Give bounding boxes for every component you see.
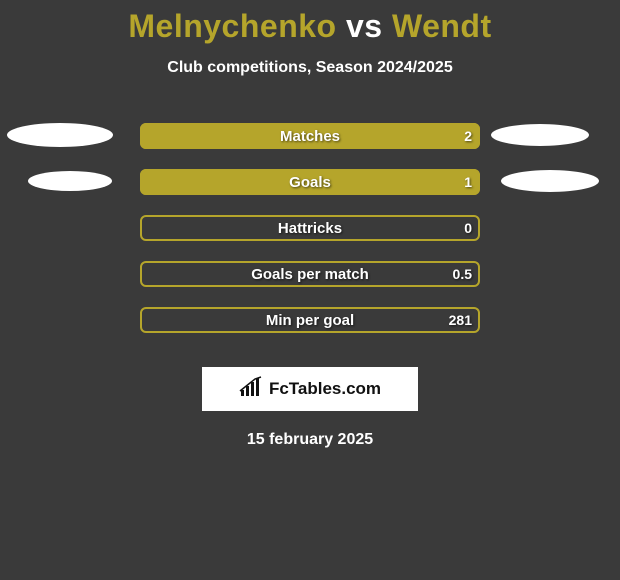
- bar-fill-right: [140, 169, 480, 195]
- bar-fill-right: [140, 123, 480, 149]
- right-ellipse: [491, 124, 589, 146]
- page-root: Melnychenko vs Wendt Club competitions, …: [0, 0, 620, 580]
- bar: [140, 123, 480, 149]
- stats-rows: Matches2Goals1Hattricks0Goals per match0…: [0, 123, 620, 353]
- bar: [140, 261, 480, 287]
- bar: [140, 169, 480, 195]
- player-a-name: Melnychenko: [128, 8, 336, 44]
- date: 15 february 2025: [0, 431, 620, 449]
- stat-row: Goals per match0.5: [0, 261, 620, 307]
- chart-icon: [239, 376, 265, 403]
- left-ellipse: [28, 171, 112, 191]
- stat-row: Matches2: [0, 123, 620, 169]
- bar: [140, 307, 480, 333]
- stat-row: Goals1: [0, 169, 620, 215]
- page-title: Melnychenko vs Wendt: [0, 0, 620, 45]
- bar: [140, 215, 480, 241]
- player-b-name: Wendt: [392, 8, 492, 44]
- stat-row: Hattricks0: [0, 215, 620, 261]
- vs-separator: vs: [337, 8, 392, 44]
- stat-row: Min per goal281: [0, 307, 620, 353]
- brand-text: FcTables.com: [269, 379, 381, 399]
- brand-box: FcTables.com: [202, 367, 418, 411]
- subtitle: Club competitions, Season 2024/2025: [0, 59, 620, 77]
- left-ellipse: [7, 123, 113, 147]
- right-ellipse: [501, 170, 599, 192]
